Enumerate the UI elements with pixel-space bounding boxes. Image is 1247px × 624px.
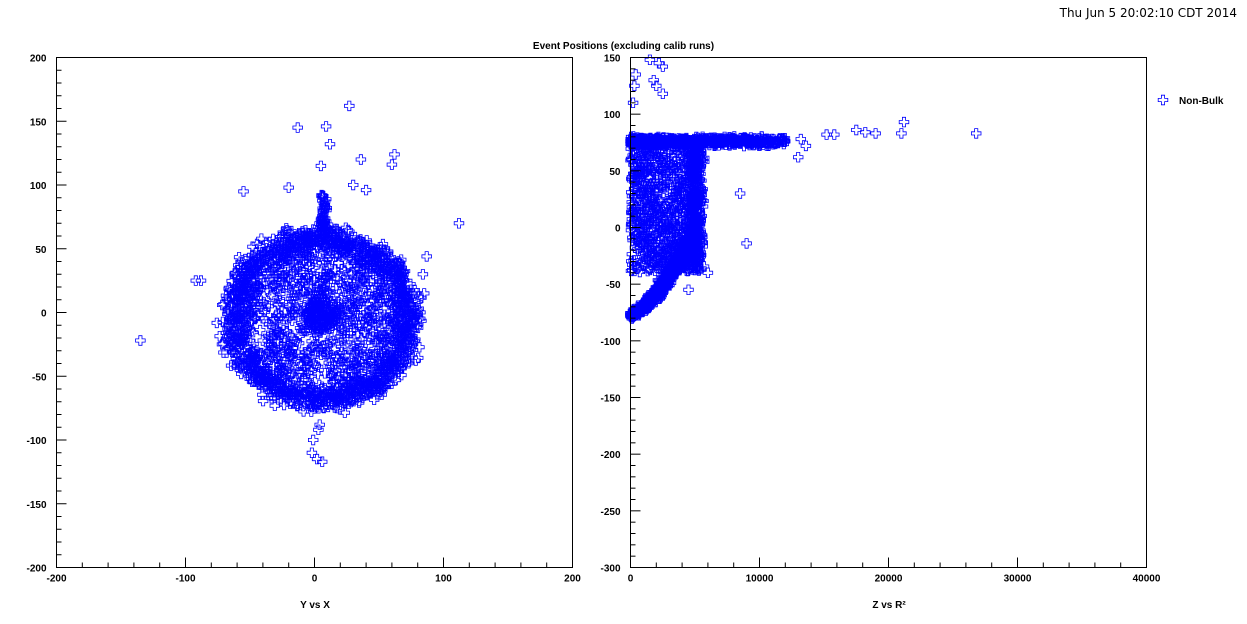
p1-data-point: [360, 184, 372, 196]
p2-data-point: [741, 238, 752, 249]
p1-points: [135, 100, 465, 467]
p2-y-tick-label: 100: [604, 110, 621, 121]
p1-data-point: [315, 160, 327, 172]
p1-data-point: [292, 122, 303, 133]
p1-data-point: [417, 269, 429, 280]
p1-x-tick-label: -100: [175, 574, 195, 585]
p2-x-tick-label: 30000: [1004, 574, 1032, 585]
p2-data-point: [829, 129, 840, 140]
p1-y-tick-label: 200: [30, 54, 47, 65]
p1-y-tick-label: -100: [26, 436, 46, 447]
p2-data-point: [683, 284, 694, 295]
p1-data-point: [283, 182, 294, 193]
p1-x-axis-title: Y vs X: [300, 600, 330, 611]
p1-data-point: [421, 251, 432, 262]
p1-data-point: [344, 100, 355, 112]
p2-data-point: [870, 128, 881, 139]
p1-data-point: [238, 186, 249, 197]
p2-y-tick-label: -250: [600, 507, 620, 518]
p1-x-tick-label: 0: [312, 574, 318, 585]
p2-data-point: [629, 80, 640, 92]
p2-x-tick-label: 0: [628, 574, 634, 585]
p1-data-point: [320, 121, 332, 132]
p2-data-point: [653, 58, 665, 69]
p1-y-tick-label: 50: [35, 245, 47, 256]
p1-data-point: [386, 159, 398, 170]
p1-tick-labels: -200 -100 0 100 200 -200 -150 -100 -50 0 50 100 150 2…: [26, 54, 581, 585]
p1-x-tick-label: 200: [564, 574, 581, 585]
p2-y-tick-label: 50: [609, 167, 621, 178]
timestamp: Thu Jun 5 20:02:10 CDT 2014: [1059, 6, 1237, 20]
p2-data-point: [702, 267, 714, 278]
p2-data-point: [651, 80, 662, 92]
p2-points: [625, 54, 982, 324]
p2-ticks: [630, 57, 1147, 568]
p2-tick-labels: 0 10000 20000 30000 40000 -300 -250 -200 -150 -10…: [600, 54, 1160, 585]
p1-data-point: [389, 149, 400, 160]
p2-data-point: [644, 54, 656, 65]
p2-data-point: [851, 124, 862, 136]
p2-y-tick-label: -50: [606, 280, 621, 291]
p2-y-tick-label: -300: [600, 564, 620, 575]
plot-z-vs-r2: 0 10000 20000 30000 40000 -300 -250 -200 -150 -10…: [600, 54, 1160, 612]
p1-ticks: [56, 57, 573, 568]
p2-data-point: [898, 116, 910, 128]
p2-data-point: [896, 128, 907, 139]
p1-x-tick-label: 100: [435, 574, 452, 585]
p1-y-tick-label: 0: [41, 309, 47, 320]
p2-data-point: [734, 188, 746, 199]
p1-x-tick-label: -200: [46, 574, 66, 585]
p2-data-point: [860, 127, 871, 138]
p1-data-point: [419, 288, 430, 299]
p1-data-point: [135, 335, 146, 346]
p1-y-tick-label: 100: [30, 181, 47, 192]
p2-y-tick-label: -200: [600, 450, 620, 461]
p2-y-tick-label: -150: [600, 394, 620, 405]
p1-y-tick-label: -50: [32, 372, 47, 383]
plot-y-vs-x: -200 -100 0 100 200 -200 -150 -100 -50 0 50 100 150 2…: [26, 54, 581, 612]
p2-data-point: [821, 129, 832, 140]
p2-data-point: [648, 74, 659, 86]
p1-data-point: [360, 337, 371, 348]
p1-y-tick-label: 150: [30, 117, 47, 128]
p1-data-point: [324, 138, 336, 150]
p2-x-tick-label: 20000: [875, 574, 903, 585]
p1-y-tick-label: -200: [26, 564, 46, 575]
p2-y-tick-label: 0: [615, 224, 621, 235]
p1-data-point: [453, 218, 465, 229]
p2-x-tick-label: 10000: [746, 574, 774, 585]
p1-data-point: [211, 317, 223, 329]
p2-data-point: [971, 128, 982, 139]
p1-data-point: [345, 327, 357, 339]
p2-data-point: [630, 69, 641, 80]
p1-data-point: [348, 179, 359, 191]
p2-data-point: [657, 61, 668, 72]
main-title: Event Positions (excluding calib runs): [532, 41, 715, 52]
p1-data-point: [355, 154, 367, 165]
p1-y-tick-label: -150: [26, 500, 46, 511]
p2-y-tick-label: -100: [600, 337, 620, 348]
p2-data-point: [793, 151, 804, 163]
p1-data-point: [308, 434, 319, 446]
p2-x-tick-label: 40000: [1133, 574, 1161, 585]
p2-data-point: [657, 88, 668, 100]
